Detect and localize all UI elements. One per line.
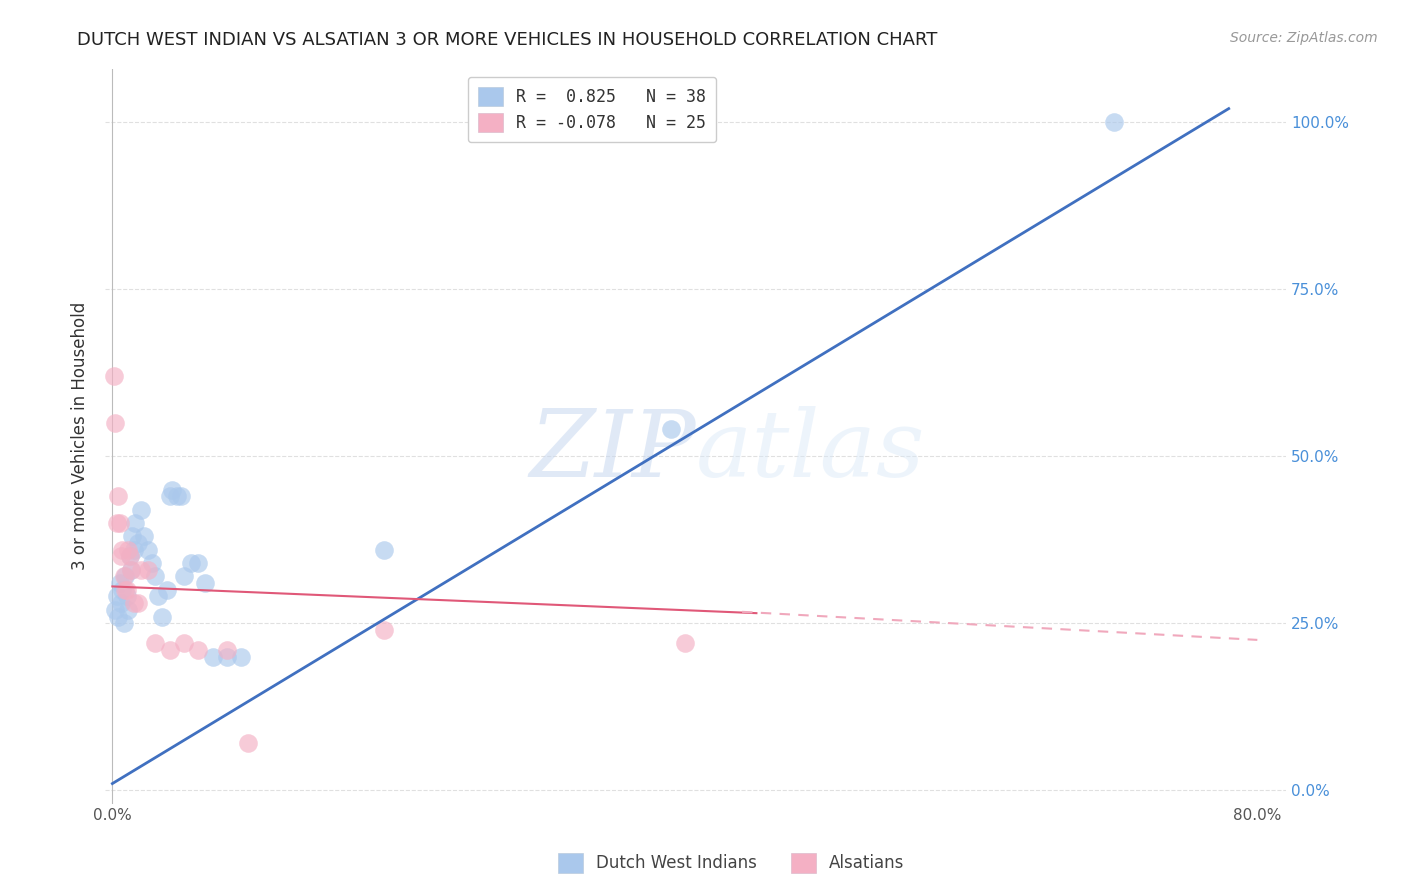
Point bbox=[118, 549, 141, 564]
Point bbox=[120, 563, 142, 577]
Point bbox=[159, 643, 181, 657]
Text: atlas: atlas bbox=[696, 406, 925, 496]
Text: DUTCH WEST INDIAN VS ALSATIAN 3 OR MORE VEHICLES IN HOUSEHOLD CORRELATION CHART: DUTCH WEST INDIAN VS ALSATIAN 3 OR MORE … bbox=[77, 31, 938, 49]
Point bbox=[146, 590, 169, 604]
Point bbox=[143, 636, 166, 650]
Point bbox=[373, 542, 395, 557]
Point bbox=[194, 576, 217, 591]
Point bbox=[108, 576, 131, 591]
Point bbox=[110, 549, 132, 564]
Point bbox=[114, 582, 136, 597]
Point bbox=[173, 569, 195, 583]
Point bbox=[141, 556, 163, 570]
Legend: R =  0.825   N = 38, R = -0.078   N = 25: R = 0.825 N = 38, R = -0.078 N = 25 bbox=[468, 77, 716, 142]
Y-axis label: 3 or more Vehicles in Household: 3 or more Vehicles in Household bbox=[72, 302, 89, 570]
Point bbox=[120, 563, 142, 577]
Point bbox=[115, 590, 138, 604]
Point bbox=[136, 542, 159, 557]
Point bbox=[129, 502, 152, 516]
Point bbox=[122, 596, 145, 610]
Point bbox=[111, 542, 134, 557]
Point bbox=[105, 590, 128, 604]
Point bbox=[115, 582, 138, 597]
Point bbox=[166, 489, 188, 503]
Point bbox=[143, 569, 166, 583]
Point bbox=[111, 582, 134, 597]
Point bbox=[187, 643, 209, 657]
Point bbox=[231, 649, 253, 664]
Point bbox=[162, 483, 184, 497]
Point bbox=[127, 536, 149, 550]
Point bbox=[238, 736, 260, 750]
Point bbox=[122, 542, 145, 557]
Point bbox=[104, 416, 127, 430]
Point bbox=[118, 549, 141, 564]
Text: ZIP: ZIP bbox=[529, 406, 696, 496]
Point bbox=[156, 582, 179, 597]
Point bbox=[127, 596, 149, 610]
Point bbox=[170, 489, 193, 503]
Point bbox=[129, 563, 152, 577]
Point bbox=[659, 422, 682, 436]
Point bbox=[104, 603, 127, 617]
Point bbox=[215, 649, 238, 664]
Point bbox=[110, 596, 132, 610]
Point bbox=[187, 556, 209, 570]
Point bbox=[159, 489, 181, 503]
Point bbox=[201, 649, 224, 664]
Point bbox=[215, 643, 238, 657]
Point bbox=[132, 529, 155, 543]
Point bbox=[1102, 115, 1125, 129]
Point bbox=[152, 609, 174, 624]
Point bbox=[124, 516, 146, 530]
Point bbox=[117, 542, 139, 557]
Legend: Dutch West Indians, Alsatians: Dutch West Indians, Alsatians bbox=[551, 847, 911, 880]
Point bbox=[114, 569, 136, 583]
Point bbox=[107, 489, 129, 503]
Point bbox=[112, 569, 135, 583]
Point bbox=[105, 516, 128, 530]
Point bbox=[136, 563, 159, 577]
Point bbox=[117, 603, 139, 617]
Point bbox=[108, 516, 131, 530]
Point bbox=[373, 623, 395, 637]
Point bbox=[107, 609, 129, 624]
Point bbox=[180, 556, 202, 570]
Point bbox=[103, 368, 125, 383]
Text: Source: ZipAtlas.com: Source: ZipAtlas.com bbox=[1230, 31, 1378, 45]
Point bbox=[173, 636, 195, 650]
Point bbox=[673, 636, 696, 650]
Point bbox=[121, 529, 143, 543]
Point bbox=[112, 616, 135, 631]
